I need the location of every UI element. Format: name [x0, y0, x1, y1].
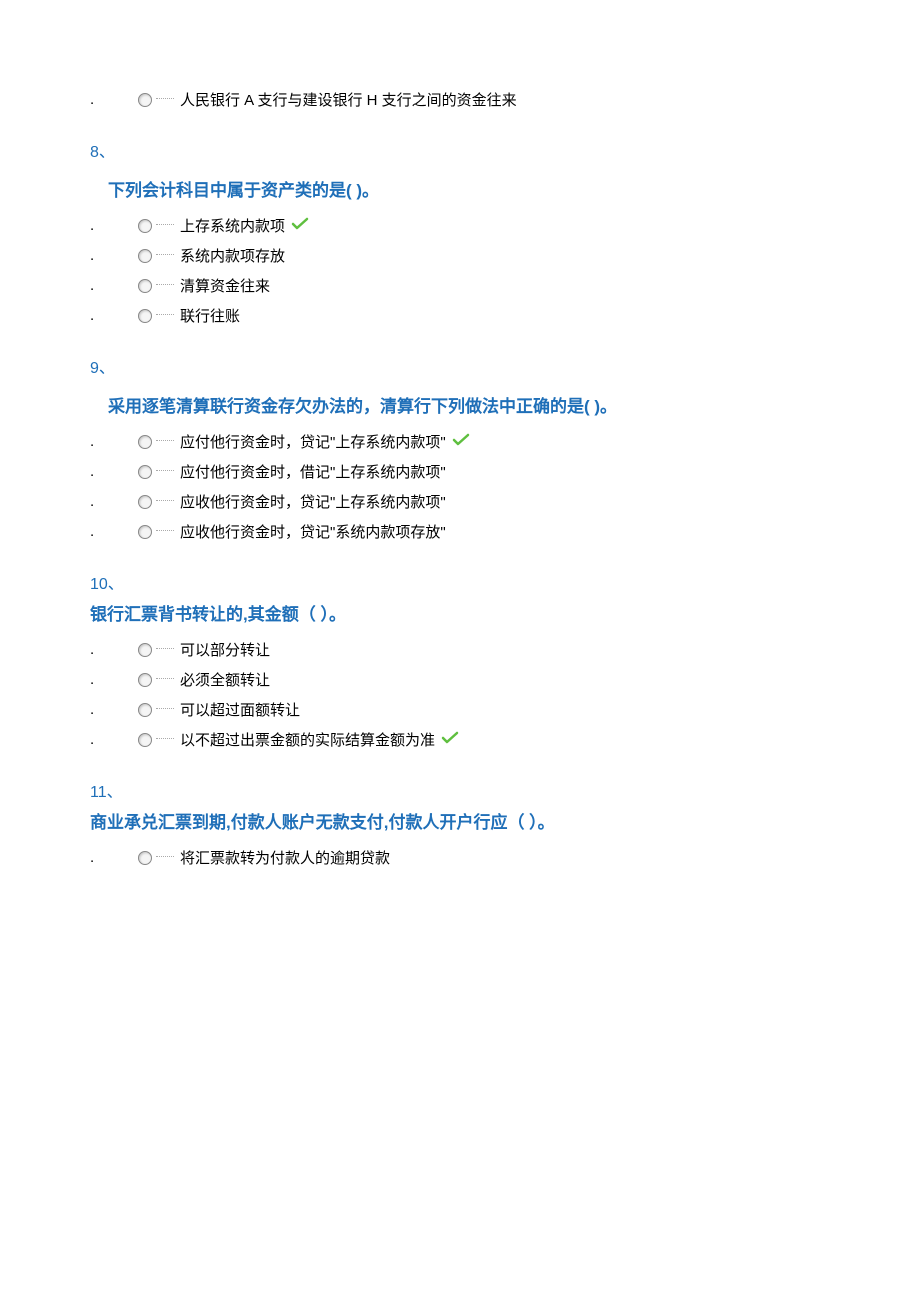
radio-icon[interactable] [138, 733, 152, 747]
option-row: . 联行往账 [90, 305, 830, 326]
option-row: . 应付他行资金时，借记"上存系统内款项" [90, 461, 830, 482]
underline-decoration [156, 647, 174, 649]
option-text: 系统内款项存放 [180, 245, 285, 266]
check-icon [441, 731, 459, 749]
radio-icon[interactable] [138, 93, 152, 107]
bullet-dot: . [90, 849, 138, 866]
option-text: 将汇票款转为付款人的逾期贷款 [180, 847, 390, 868]
option-row: . 人民银行 A 支行与建设银行 H 支行之间的资金往来 [90, 89, 830, 110]
underline-decoration [156, 223, 174, 225]
bullet-dot: . [90, 247, 138, 264]
option-text: 清算资金往来 [180, 275, 270, 296]
option-row: . 可以超过面额转让 [90, 699, 830, 720]
underline-decoration [156, 439, 174, 441]
question-text: 商业承兑汇票到期,付款人账户无款支付,付款人开户行应（ ）。 [90, 808, 830, 833]
option-row: . 应收他行资金时，贷记"系统内款项存放" [90, 521, 830, 542]
underline-decoration [156, 855, 174, 857]
option-row: . 将汇票款转为付款人的逾期贷款 [90, 847, 830, 868]
option-text: 应付他行资金时，贷记"上存系统内款项" [180, 431, 446, 452]
radio-icon[interactable] [138, 525, 152, 539]
bullet-dot: . [90, 731, 138, 748]
option-row: . 可以部分转让 [90, 639, 830, 660]
underline-decoration [156, 707, 174, 709]
document-root: . 人民银行 A 支行与建设银行 H 支行之间的资金往来 8、下列会计科目中属于资产… [90, 89, 830, 868]
option-text: 联行往账 [180, 305, 240, 326]
option-row: . 清算资金往来 [90, 275, 830, 296]
underline-decoration [156, 253, 174, 255]
option-row: . 系统内款项存放 [90, 245, 830, 266]
underline-decoration [156, 313, 174, 315]
bullet-dot: . [90, 701, 138, 718]
bullet-dot: . [90, 217, 138, 234]
underline-decoration [156, 469, 174, 471]
underline-decoration [156, 529, 174, 531]
bullet-dot: . [90, 493, 138, 510]
bullet-dot: . [90, 463, 138, 480]
bullet-dot: . [90, 91, 138, 108]
option-text: 可以超过面额转让 [180, 699, 300, 720]
option-text: 以不超过出票金额的实际结算金额为准 [180, 729, 435, 750]
bullet-dot: . [90, 277, 138, 294]
option-text: 上存系统内款项 [180, 215, 285, 236]
question-text: 采用逐笔清算联行资金存欠办法的，清算行下列做法中正确的是( )。 [90, 392, 830, 417]
radio-icon[interactable] [138, 249, 152, 263]
bullet-dot: . [90, 641, 138, 658]
question-text: 银行汇票背书转让的,其金额（ ）。 [90, 600, 830, 625]
option-text: 应收他行资金时，贷记"系统内款项存放" [180, 521, 446, 542]
option-text: 必须全额转让 [180, 669, 270, 690]
question-number: 10、 [90, 570, 830, 594]
option-text: 应收他行资金时，贷记"上存系统内款项" [180, 491, 446, 512]
radio-icon[interactable] [138, 643, 152, 657]
option-row: . 必须全额转让 [90, 669, 830, 690]
underline-decoration [156, 97, 174, 99]
option-row: . 应付他行资金时，贷记"上存系统内款项" [90, 431, 830, 452]
radio-icon[interactable] [138, 279, 152, 293]
bullet-dot: . [90, 433, 138, 450]
option-text: 应付他行资金时，借记"上存系统内款项" [180, 461, 446, 482]
underline-decoration [156, 499, 174, 501]
option-text: 可以部分转让 [180, 639, 270, 660]
radio-icon[interactable] [138, 703, 152, 717]
radio-icon[interactable] [138, 495, 152, 509]
radio-icon[interactable] [138, 851, 152, 865]
question-text: 下列会计科目中属于资产类的是( )。 [90, 176, 830, 201]
underline-decoration [156, 737, 174, 739]
bullet-dot: . [90, 523, 138, 540]
option-text: 人民银行 A 支行与建设银行 H 支行之间的资金往来 [180, 89, 517, 110]
underline-decoration [156, 283, 174, 285]
bullet-dot: . [90, 671, 138, 688]
question-number: 9、 [90, 354, 830, 378]
question-number: 11、 [90, 778, 830, 802]
option-row: . 上存系统内款项 [90, 215, 830, 236]
radio-icon[interactable] [138, 465, 152, 479]
check-icon [291, 217, 309, 235]
radio-icon[interactable] [138, 219, 152, 233]
radio-icon[interactable] [138, 309, 152, 323]
check-icon [452, 433, 470, 451]
radio-icon[interactable] [138, 435, 152, 449]
underline-decoration [156, 677, 174, 679]
option-row: . 以不超过出票金额的实际结算金额为准 [90, 729, 830, 750]
radio-icon[interactable] [138, 673, 152, 687]
option-row: . 应收他行资金时，贷记"上存系统内款项" [90, 491, 830, 512]
bullet-dot: . [90, 307, 138, 324]
question-number: 8、 [90, 138, 830, 162]
